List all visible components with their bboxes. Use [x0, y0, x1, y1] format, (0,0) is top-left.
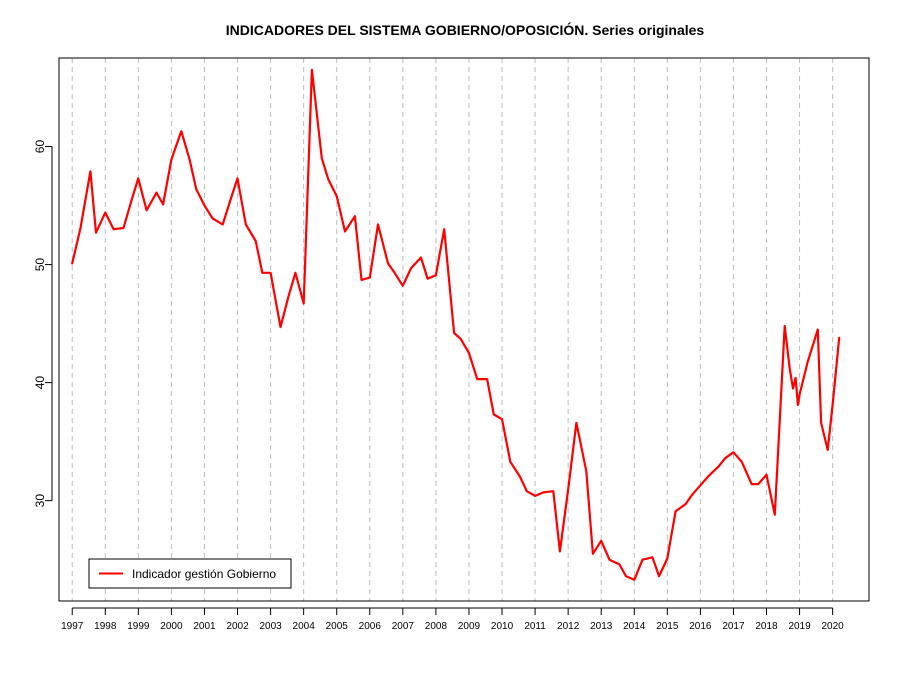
- y-tick-label: 40: [33, 376, 47, 390]
- series-layer: [71, 68, 841, 581]
- x-tick-label: 2012: [557, 621, 580, 632]
- x-tick-label: 2004: [293, 621, 316, 632]
- y-tick-label: 50: [33, 258, 47, 272]
- y-tick-label: 60: [33, 140, 47, 154]
- x-tick-label: 1998: [94, 621, 117, 632]
- x-tick-label: 2010: [491, 621, 514, 632]
- x-tick-label: 2009: [458, 621, 481, 632]
- x-tick-label: 2015: [656, 621, 679, 632]
- x-tick-label: 2019: [788, 621, 811, 632]
- y-axis: 30 40 50 60: [33, 140, 53, 508]
- legend-label: Indicador gestión Gobierno: [132, 567, 276, 581]
- x-tick-label: 2014: [623, 621, 646, 632]
- legend: Indicador gestión Gobierno: [88, 558, 292, 589]
- grid-lines: [71, 58, 834, 601]
- x-tick-label: 2018: [755, 621, 778, 632]
- x-tick-label: 2007: [392, 621, 415, 632]
- x-tick-label: 2016: [689, 621, 712, 632]
- x-tick-label: 1997: [61, 621, 84, 632]
- x-tick-label: 2017: [722, 621, 745, 632]
- plot-frame: [58, 57, 870, 602]
- x-tick-label: 2020: [822, 621, 845, 632]
- x-tick-label: 2001: [193, 621, 216, 632]
- x-tick-label: 1999: [127, 621, 150, 632]
- chart-title: INDICADORES DEL SISTEMA GOBIERNO/OPOSICI…: [226, 21, 705, 38]
- x-tick-label: 2011: [524, 621, 546, 632]
- y-tick-label: 30: [33, 494, 47, 508]
- x-tick-label: 2013: [590, 621, 613, 632]
- x-tick-label: 2003: [259, 621, 282, 632]
- x-axis: 1997 1998 1999 2000 2001 2002 2003 2004 2005 2006…: [61, 607, 845, 632]
- x-tick-label: 2005: [326, 621, 349, 632]
- x-tick-label: 2008: [425, 621, 448, 632]
- series-line: [71, 68, 841, 581]
- x-tick-label: 2000: [160, 621, 183, 632]
- x-tick-label: 2002: [226, 621, 249, 632]
- x-tick-label: 2006: [359, 621, 382, 632]
